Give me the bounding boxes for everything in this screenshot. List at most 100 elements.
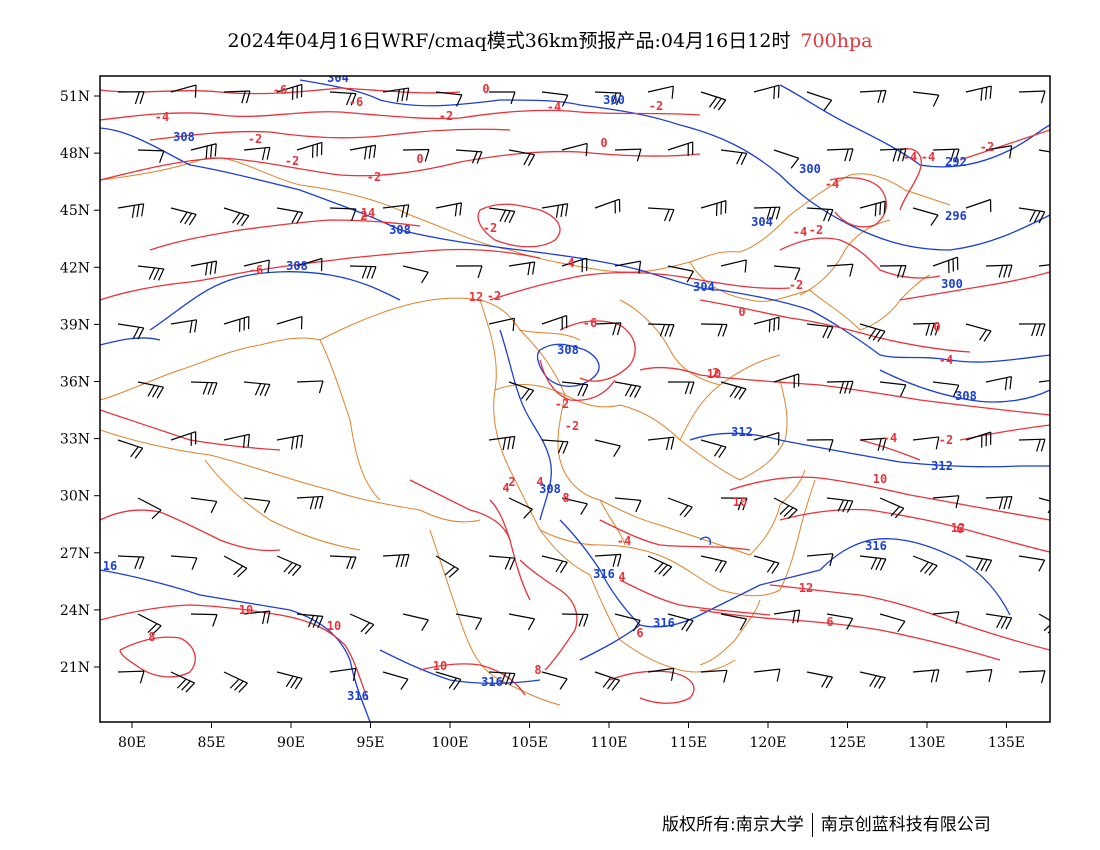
height-contour-label: 308 bbox=[286, 259, 308, 273]
wind-barb bbox=[117, 555, 145, 570]
map-title: 2024年04月16日WRF/cmaq模式36km预报产品:04月16日12时 7… bbox=[0, 26, 1100, 53]
wind-barb bbox=[508, 497, 533, 519]
wind-barb bbox=[965, 323, 992, 342]
height-contour-label: 304 bbox=[751, 215, 773, 229]
height-contour-label: 308 bbox=[539, 482, 561, 496]
wind-barb bbox=[859, 200, 886, 217]
temperature-contour-label: -2 bbox=[809, 223, 823, 237]
temperature-contour-label: 12 bbox=[799, 581, 813, 595]
temperature-contour-label: -6 bbox=[583, 316, 597, 330]
wind-barb bbox=[435, 202, 463, 217]
temperature-contours bbox=[100, 87, 1050, 704]
wind-barb bbox=[614, 148, 642, 162]
temperature-contour-label: 14 bbox=[361, 206, 375, 220]
wind-barb bbox=[296, 257, 323, 272]
contour-labels: 304 300 308 300 292 304 296 308 308 300 308 308 304 3… bbox=[103, 76, 994, 703]
y-tick-label: 21N bbox=[60, 660, 90, 676]
wind-barb bbox=[965, 85, 992, 101]
wind-barb bbox=[382, 204, 410, 218]
y-tick-label: 27N bbox=[60, 546, 90, 562]
footer-right: 南京创蓝科技有限公司 bbox=[820, 815, 991, 835]
wind-barb bbox=[700, 91, 727, 111]
wind-barb bbox=[912, 669, 940, 683]
wind-barb bbox=[223, 671, 248, 693]
wind-barb bbox=[402, 613, 429, 631]
wind-barb bbox=[826, 263, 854, 277]
wind-barb bbox=[667, 141, 694, 157]
x-tick-label: 100E bbox=[432, 735, 469, 751]
temperature-contour-label: -4 bbox=[793, 225, 807, 239]
wind-barb bbox=[720, 497, 748, 511]
height-contour-label: 296 bbox=[945, 209, 967, 223]
wind-barb bbox=[137, 265, 165, 281]
wind-barb bbox=[382, 553, 410, 568]
wind-barb bbox=[826, 613, 854, 630]
wind-barb bbox=[594, 91, 622, 106]
wind-barb bbox=[1018, 207, 1046, 224]
wind-barb bbox=[700, 669, 728, 683]
wind-barb bbox=[488, 91, 516, 105]
wind-barb bbox=[594, 439, 621, 458]
wind-barb bbox=[647, 207, 675, 222]
wind-barb bbox=[753, 431, 780, 446]
title-level: 700hpa bbox=[800, 30, 873, 52]
wind-barb bbox=[700, 200, 727, 216]
wind-barb bbox=[1018, 438, 1046, 452]
wind-barb bbox=[826, 497, 854, 513]
x-tick-label: 115E bbox=[670, 735, 707, 751]
height-contour-label: 316 bbox=[347, 689, 369, 703]
wind-barb bbox=[329, 667, 357, 682]
wind-barb bbox=[561, 142, 588, 157]
wind-barb bbox=[932, 381, 960, 397]
y-axis: 51N 48N 45N 42N 39N 36N 33N 30N 27N 24N 21N bbox=[60, 89, 100, 676]
temperature-contour-label: -4 bbox=[883, 431, 897, 445]
wind-barb bbox=[806, 207, 834, 222]
temperature-contour-label: -2 bbox=[980, 140, 994, 154]
wind-barb bbox=[190, 497, 218, 514]
wind-barb bbox=[700, 555, 727, 573]
wind-barb bbox=[806, 553, 834, 567]
wind-barb bbox=[223, 207, 250, 227]
wind-barb bbox=[594, 322, 622, 336]
wind-barb bbox=[879, 265, 907, 278]
wind-barb bbox=[243, 381, 271, 397]
wind-barb bbox=[276, 555, 302, 577]
temperature-contour-label: -2 bbox=[565, 419, 579, 433]
height-contour-label: 308 bbox=[173, 130, 195, 144]
wind-barb bbox=[329, 207, 357, 222]
wind-barb bbox=[541, 555, 568, 574]
wind-barb bbox=[773, 497, 798, 520]
height-contour-label: 316 bbox=[865, 539, 887, 553]
wind-barb bbox=[912, 207, 939, 226]
wind-barb bbox=[137, 381, 164, 399]
x-tick-label: 105E bbox=[511, 735, 548, 751]
wind-barb bbox=[932, 148, 960, 162]
wind-barb bbox=[508, 261, 536, 276]
wind-barb bbox=[508, 381, 535, 401]
wind-barb bbox=[965, 431, 992, 448]
wind-barb bbox=[647, 323, 675, 337]
wind-barb bbox=[753, 555, 780, 574]
wind-barb bbox=[1038, 149, 1050, 153]
y-tick-label: 48N bbox=[60, 146, 90, 162]
wind-barb bbox=[1018, 555, 1046, 572]
wind-barb bbox=[912, 322, 940, 336]
wind-barb bbox=[541, 439, 569, 454]
wind-barb bbox=[932, 256, 959, 274]
wind-barb bbox=[753, 668, 781, 682]
wind-barb bbox=[647, 555, 673, 577]
wind-barb bbox=[594, 553, 622, 568]
wind-barb bbox=[773, 265, 801, 281]
temperature-contour-label: -2 bbox=[285, 154, 299, 168]
height-contour-label: 316 bbox=[481, 675, 503, 689]
wind-barb bbox=[508, 613, 536, 631]
temperature-contour-label: 10 bbox=[733, 495, 747, 509]
x-tick-label: 90E bbox=[277, 735, 305, 751]
wind-barb bbox=[859, 437, 887, 451]
wind-barb bbox=[965, 555, 993, 572]
wind-barb bbox=[223, 315, 250, 332]
temperature-contour-label: -2 bbox=[248, 132, 262, 146]
height-contour-label: 300 bbox=[603, 93, 625, 107]
wind-barb bbox=[985, 495, 1013, 510]
height-contours bbox=[100, 79, 1050, 722]
